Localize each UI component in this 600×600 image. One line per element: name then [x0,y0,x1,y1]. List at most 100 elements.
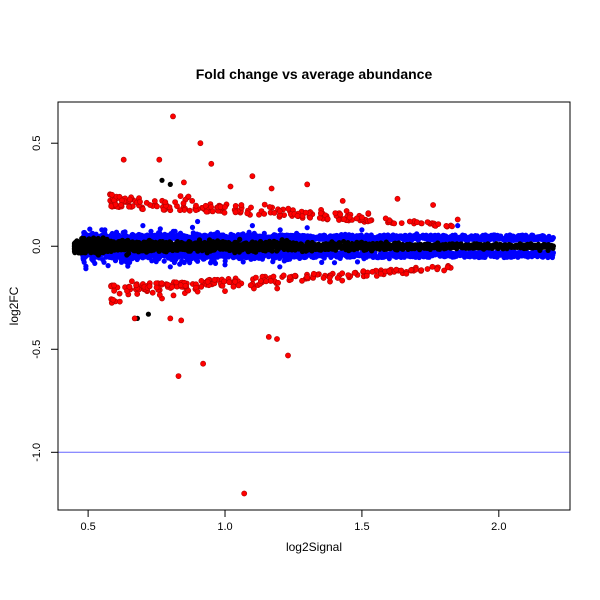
point-blue [284,251,290,257]
point-blue [405,253,412,259]
point-black [404,242,410,248]
point-red [177,193,184,199]
point-red [449,223,455,230]
point-black [91,243,97,249]
point-black [496,243,502,249]
point-blue [541,233,547,239]
point-blue [240,259,246,265]
point-blue [222,258,228,264]
point-black [101,241,107,247]
point-blue [344,234,350,240]
data-points [71,113,557,497]
point-blue [122,229,128,235]
point-blue [140,233,146,239]
point-black [95,252,101,258]
point-blue [299,237,305,243]
point-black [314,243,320,249]
point-blue [148,253,154,259]
point-black [77,239,83,245]
point-blue [452,251,458,257]
point-blue [352,251,358,257]
point-black [263,244,269,250]
point-blue [311,254,317,260]
point-black [451,243,457,250]
point-black [359,243,365,249]
point-black [305,244,311,250]
point-blue [358,232,364,238]
point-black [295,243,301,249]
point-blue [427,235,434,241]
point-blue [331,260,338,266]
point-blue [195,218,201,225]
point-red [274,285,281,292]
point-blue [243,255,249,261]
point-black [91,235,97,241]
point-black [167,245,173,251]
point-black [394,242,400,248]
point-blue [386,256,392,262]
point-red [226,279,233,286]
point-blue [238,254,244,260]
point-blue [249,223,255,229]
point-red [151,198,158,204]
point-black [353,244,359,250]
point-black [112,243,119,249]
point-blue [277,227,283,233]
point-black [159,177,165,183]
point-black [284,243,290,249]
point-red [275,279,281,286]
point-black [277,243,283,249]
point-blue [414,231,420,237]
point-blue [170,228,176,234]
point-blue [378,252,384,258]
point-red [285,205,292,212]
point-blue [283,257,289,263]
point-red [149,289,156,296]
point-blue [212,260,219,266]
point-blue [272,255,278,261]
point-blue [112,258,119,264]
point-red [398,220,405,226]
point-black [237,236,243,242]
point-black [491,244,497,250]
point-black [80,249,86,255]
point-black [335,244,341,250]
point-blue [301,254,307,260]
point-blue [391,252,397,258]
point-black [253,249,259,255]
point-blue [304,225,310,231]
point-blue [81,229,87,236]
point-black [158,246,164,252]
point-black [186,240,192,246]
point-black [269,241,275,247]
point-blue [519,251,525,257]
point-blue [460,249,467,255]
point-blue [277,264,283,270]
point-blue [181,259,187,266]
point-black [418,245,424,251]
point-black [378,243,384,249]
point-blue [90,258,96,264]
point-blue [81,259,87,265]
point-blue [510,251,517,257]
point-black [540,242,547,248]
point-black [125,250,132,256]
point-black [446,244,452,250]
point-black [465,243,471,249]
point-blue [400,235,406,241]
point-blue [385,232,391,238]
point-red [116,290,123,297]
point-blue [190,232,196,238]
point-blue [288,236,295,242]
point-blue [392,233,398,239]
point-blue [99,227,105,233]
point-black [246,247,252,253]
point-blue [83,266,89,272]
point-black [121,239,127,245]
point-blue [319,236,325,242]
point-black [167,181,173,187]
point-blue [195,253,201,259]
point-blue [171,259,177,266]
point-blue [482,232,488,238]
point-red [414,219,420,226]
